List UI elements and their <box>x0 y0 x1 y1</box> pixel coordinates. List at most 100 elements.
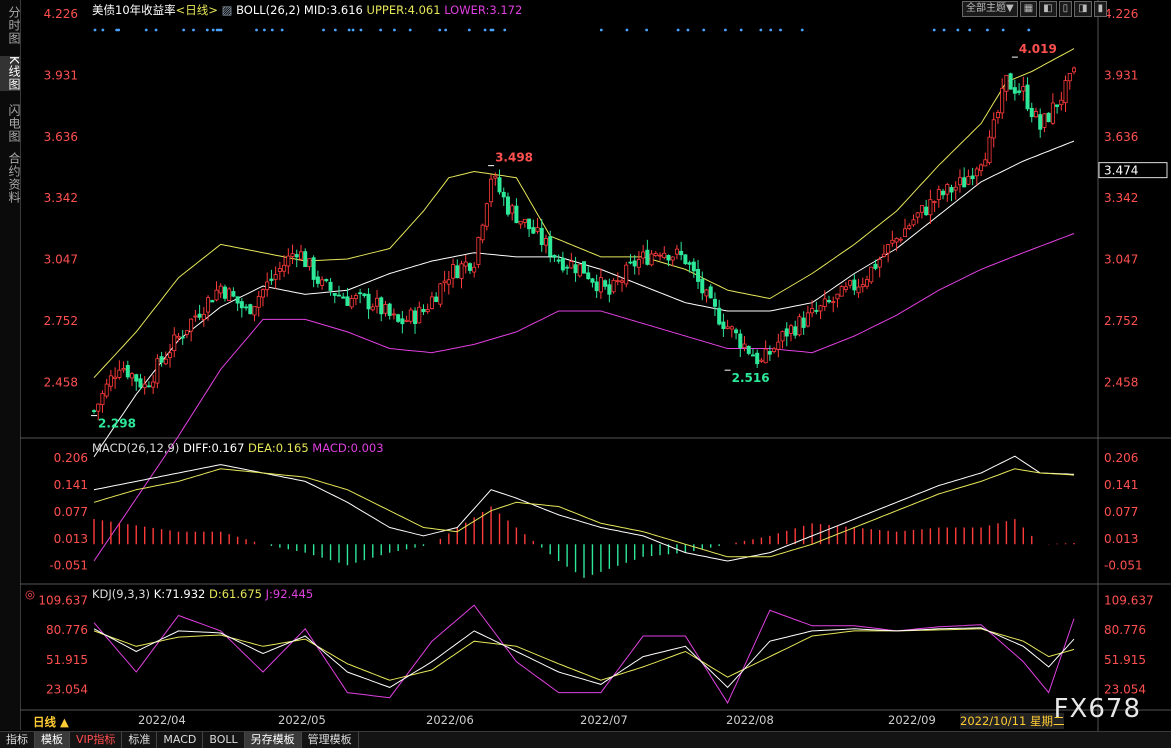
candle-body <box>632 260 637 267</box>
candle-body <box>877 259 882 268</box>
layout-icon-5[interactable]: ▮ <box>1093 1 1108 17</box>
candle-body <box>898 238 903 241</box>
candle-body <box>320 279 325 286</box>
event-dot <box>645 28 648 32</box>
y-tick-left: 2.752 <box>44 314 78 328</box>
kdj-y-tick-left: 109.637 <box>38 593 88 607</box>
candle-body <box>979 164 984 172</box>
candle-body <box>729 326 734 330</box>
tab-standard[interactable]: 标准 <box>122 732 158 748</box>
tab-template[interactable]: 模板 <box>35 732 70 748</box>
tab-kline[interactable]: K线图 <box>0 56 21 91</box>
candle-body <box>269 278 274 281</box>
candle-body <box>383 304 388 314</box>
candle-body <box>252 306 257 316</box>
candle-body <box>873 263 878 269</box>
candle-body <box>130 373 135 379</box>
instrument-title: 美债10年收益率 <box>92 3 176 17</box>
kdj-y-tick-right: 80.776 <box>1104 623 1146 637</box>
layout-icon-4[interactable]: ◨ <box>1074 1 1092 17</box>
y-tick-right: 2.458 <box>1104 375 1138 389</box>
candle-body <box>772 348 777 352</box>
candle-body <box>324 279 329 282</box>
tab-boll[interactable]: BOLL <box>203 732 245 748</box>
candle-body <box>805 312 810 327</box>
event-dot <box>93 28 97 32</box>
diff-label: DIFF:0.167 <box>183 441 245 455</box>
x-tick-4: 2022/08 <box>726 713 774 727</box>
tab-indicator[interactable]: 指标 <box>0 732 35 748</box>
candle-body <box>784 328 789 337</box>
event-dot <box>724 28 727 32</box>
candle-body <box>396 314 401 322</box>
main-info: 美债10年收益率<日线> ▨ BOLL(26,2) MID:3.616 UPPE… <box>92 2 522 18</box>
candle-body <box>210 300 215 303</box>
candle-body <box>307 258 312 267</box>
candle-body <box>569 261 574 269</box>
tab-flash[interactable]: 闪电图 <box>7 104 21 143</box>
candle-body <box>865 279 870 287</box>
tab-macd[interactable]: MACD <box>157 732 204 748</box>
period-button[interactable]: 日线 ▲ <box>33 715 69 729</box>
candle-body <box>894 238 899 243</box>
kdj-settings-icon[interactable]: ◎ <box>25 587 36 601</box>
candle-body <box>493 175 498 179</box>
event-dot <box>182 28 186 32</box>
tab-manage-template[interactable]: 管理模板 <box>302 732 359 748</box>
event-dot <box>444 28 448 32</box>
candle-body <box>839 286 844 297</box>
event-dot <box>217 28 221 32</box>
y-tick-left: 3.931 <box>44 68 78 82</box>
candle-body <box>712 298 717 307</box>
boll-upper-line <box>93 48 1075 379</box>
diff-line <box>93 455 1075 562</box>
tab-save-template[interactable]: 另存模板 <box>244 732 302 748</box>
candle-body <box>814 310 819 312</box>
macd-y-tick-left: 0.141 <box>54 478 88 492</box>
event-dot <box>489 28 493 32</box>
candle-body <box>590 278 595 283</box>
macd-y-tick-right: 0.077 <box>1104 505 1138 519</box>
candle-body <box>467 263 472 271</box>
candle-body <box>966 175 971 185</box>
macd-y-tick-right: 0.013 <box>1104 532 1138 546</box>
period-label: <日线> <box>175 3 218 17</box>
candle-body <box>96 403 101 412</box>
layout-icon-3[interactable]: ▯ <box>1058 1 1073 17</box>
candle-body <box>598 277 603 293</box>
candle-body <box>472 266 477 273</box>
candle-body <box>620 280 625 283</box>
candle-body <box>134 374 139 382</box>
candle-body <box>717 307 722 325</box>
candle-body <box>391 313 396 316</box>
candle-body <box>607 284 612 295</box>
event-dot <box>280 28 284 32</box>
candle-body <box>970 175 975 180</box>
candle-body <box>442 280 447 284</box>
event-dot <box>942 28 946 32</box>
tab-contract-info[interactable]: 合约资料 <box>7 152 21 204</box>
candle-body <box>176 335 181 339</box>
tab-intraday[interactable]: 分时图 <box>7 6 21 45</box>
chart-area[interactable]: 2.298 3.498 2.516 4.019 2.458 2.458 2.752 2.75… <box>20 0 1171 731</box>
candle-body <box>831 301 836 303</box>
candle-body <box>704 289 709 297</box>
candle-body <box>915 212 920 218</box>
candle-body <box>721 321 726 329</box>
candle-body <box>928 199 933 216</box>
candle-body <box>670 256 675 261</box>
macd-info: MACD(26,12,9) DIFF:0.167 DEA:0.165 MACD:… <box>92 441 384 455</box>
candle-body <box>1072 67 1077 73</box>
tab-vip-indicator[interactable]: VIP指标 <box>70 732 123 748</box>
candle-body <box>214 289 219 301</box>
candle-body <box>1017 90 1022 93</box>
layout-icon-1[interactable]: ▦ <box>1019 1 1038 17</box>
candle-body <box>1021 86 1026 92</box>
layout-icon-2[interactable]: ◧ <box>1039 1 1057 17</box>
candle-body <box>429 296 434 309</box>
candle-body <box>725 326 730 329</box>
theme-dropdown[interactable]: 全部主题▼ <box>962 1 1018 17</box>
candle-body <box>881 253 886 257</box>
event-dot <box>408 28 412 32</box>
candle-body <box>776 341 781 350</box>
